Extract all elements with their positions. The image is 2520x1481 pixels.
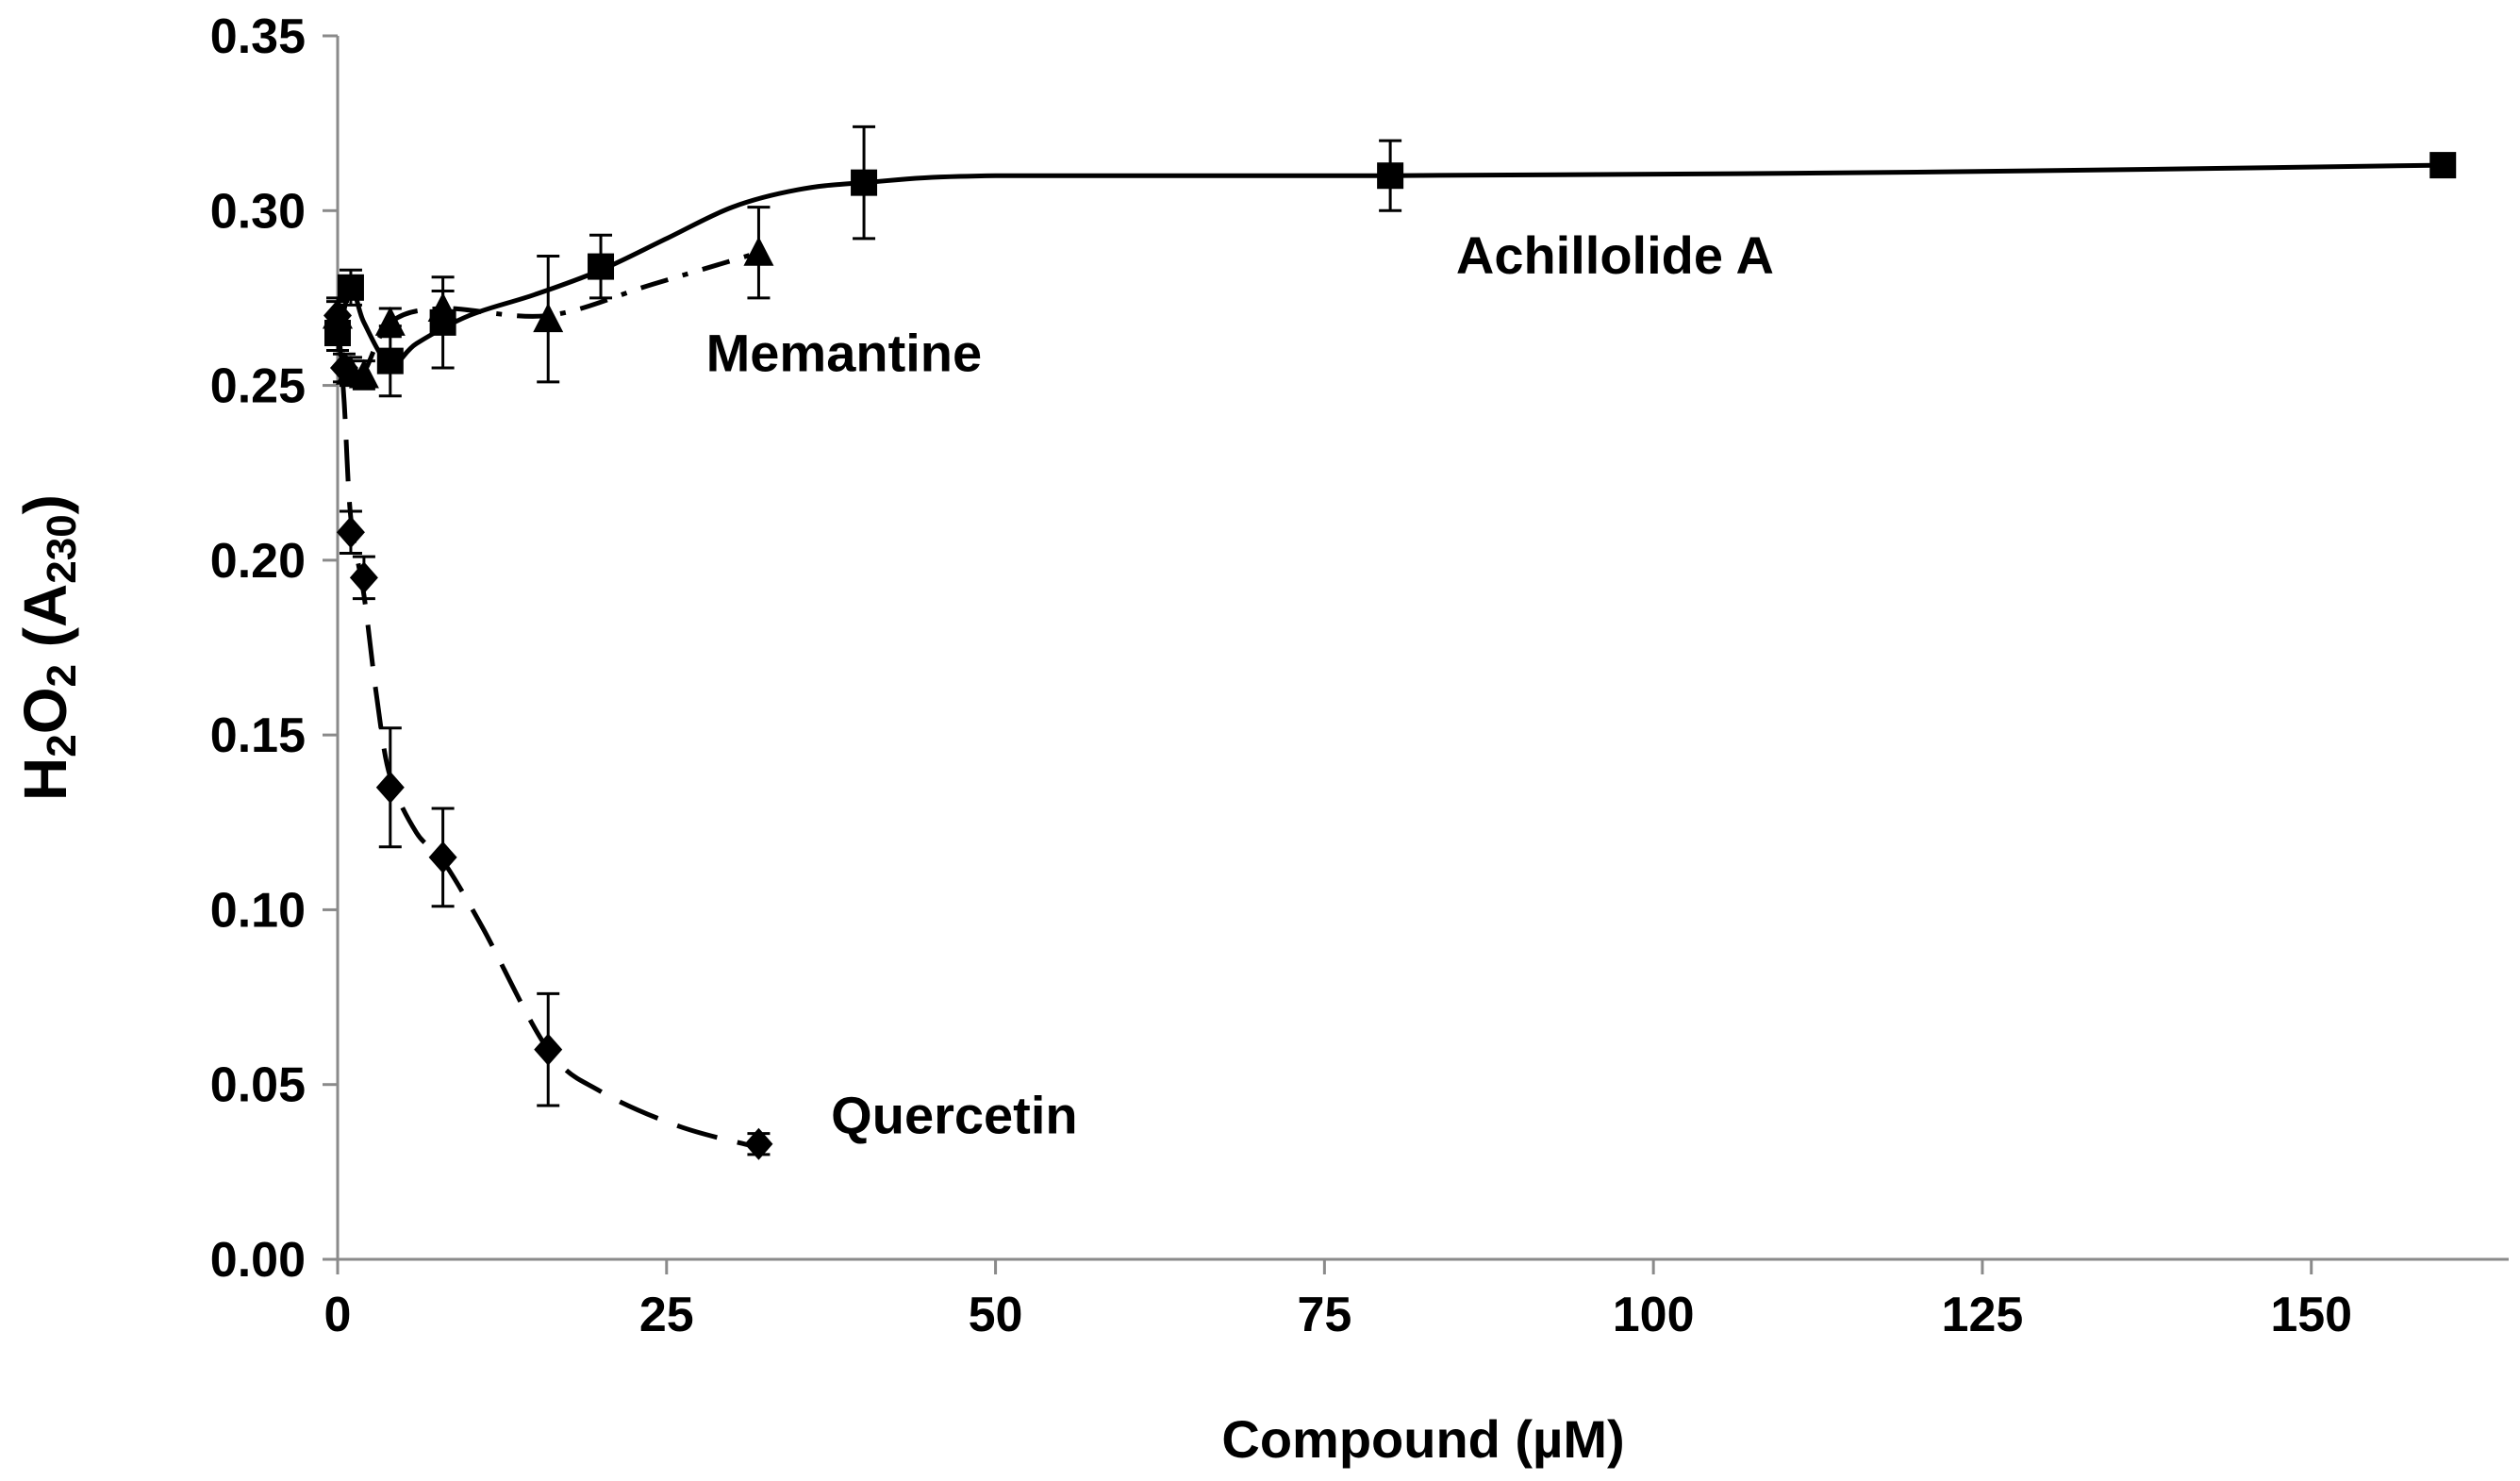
axes: 0.00 0.05 0.10 0.15 0.20 0.25 0.30 0.35 0 25 50 75 1…	[210, 9, 2509, 1342]
curve-memantine	[335, 250, 760, 377]
series-labels: Achillolide A Memantine Quercetin	[706, 225, 1774, 1145]
point-quercetin	[323, 299, 352, 332]
series-curves	[335, 162, 2444, 1150]
x-tick-label: 50	[969, 1288, 1023, 1342]
point-quercetin	[349, 561, 378, 594]
point-quercetin	[375, 771, 405, 804]
point-memantine	[533, 303, 564, 333]
y-tick-label: 0.20	[210, 534, 306, 589]
point-achillolide-a	[1377, 162, 1404, 190]
x-tick-label: 150	[2270, 1288, 2352, 1342]
y-tick-label: 0.15	[210, 708, 306, 763]
point-memantine	[374, 306, 406, 336]
y-tick-label: 0.00	[210, 1233, 306, 1288]
y-tick-label: 0.35	[210, 9, 306, 64]
y-title-o: O	[11, 688, 79, 735]
point-achillolide-a	[337, 274, 364, 301]
axis-titles: Compound (µM) H2O2 (A230)	[11, 494, 1625, 1469]
y-title-sub-2b: 2	[39, 664, 85, 687]
point-achillolide-a	[851, 169, 878, 196]
point-quercetin	[428, 840, 457, 874]
x-tick-label: 125	[1942, 1288, 2024, 1342]
x-axis-title: Compound (µM)	[1221, 1409, 1624, 1469]
point-achillolide-a	[2429, 152, 2457, 179]
point-quercetin	[329, 352, 358, 385]
data-markers	[323, 152, 2457, 1160]
point-memantine	[348, 358, 379, 389]
point-memantine	[427, 292, 458, 323]
point-achillolide-a	[376, 347, 404, 374]
x-tick-label: 75	[1297, 1288, 1351, 1342]
y-title-h: H	[11, 757, 79, 801]
y-title-sub-230: 230	[39, 514, 85, 583]
point-quercetin	[336, 516, 365, 549]
point-achillolide-a	[588, 253, 615, 280]
x-tick-label: 0	[324, 1288, 352, 1342]
y-tick-label: 0.05	[210, 1058, 306, 1113]
point-memantine	[743, 236, 774, 266]
x-tick-label: 25	[639, 1288, 694, 1342]
series-label-achillolide-a: Achillolide A	[1456, 225, 1774, 285]
series-label-memantine: Memantine	[706, 324, 982, 383]
y-tick-label: 0.25	[210, 359, 306, 414]
error-bars	[326, 125, 2455, 1157]
y-title-close: )	[11, 494, 79, 514]
series-label-quercetin: Quercetin	[831, 1086, 1077, 1145]
y-tick-label: 0.30	[210, 184, 306, 239]
y-title-open: (A	[11, 584, 79, 664]
point-quercetin	[744, 1127, 773, 1160]
y-tick-label: 0.10	[210, 883, 306, 938]
x-tick-label: 100	[1613, 1288, 1695, 1342]
point-quercetin	[534, 1033, 563, 1066]
y-title-sub-2a: 2	[39, 734, 85, 757]
y-axis-title: H2O2 (A230)	[11, 494, 85, 801]
